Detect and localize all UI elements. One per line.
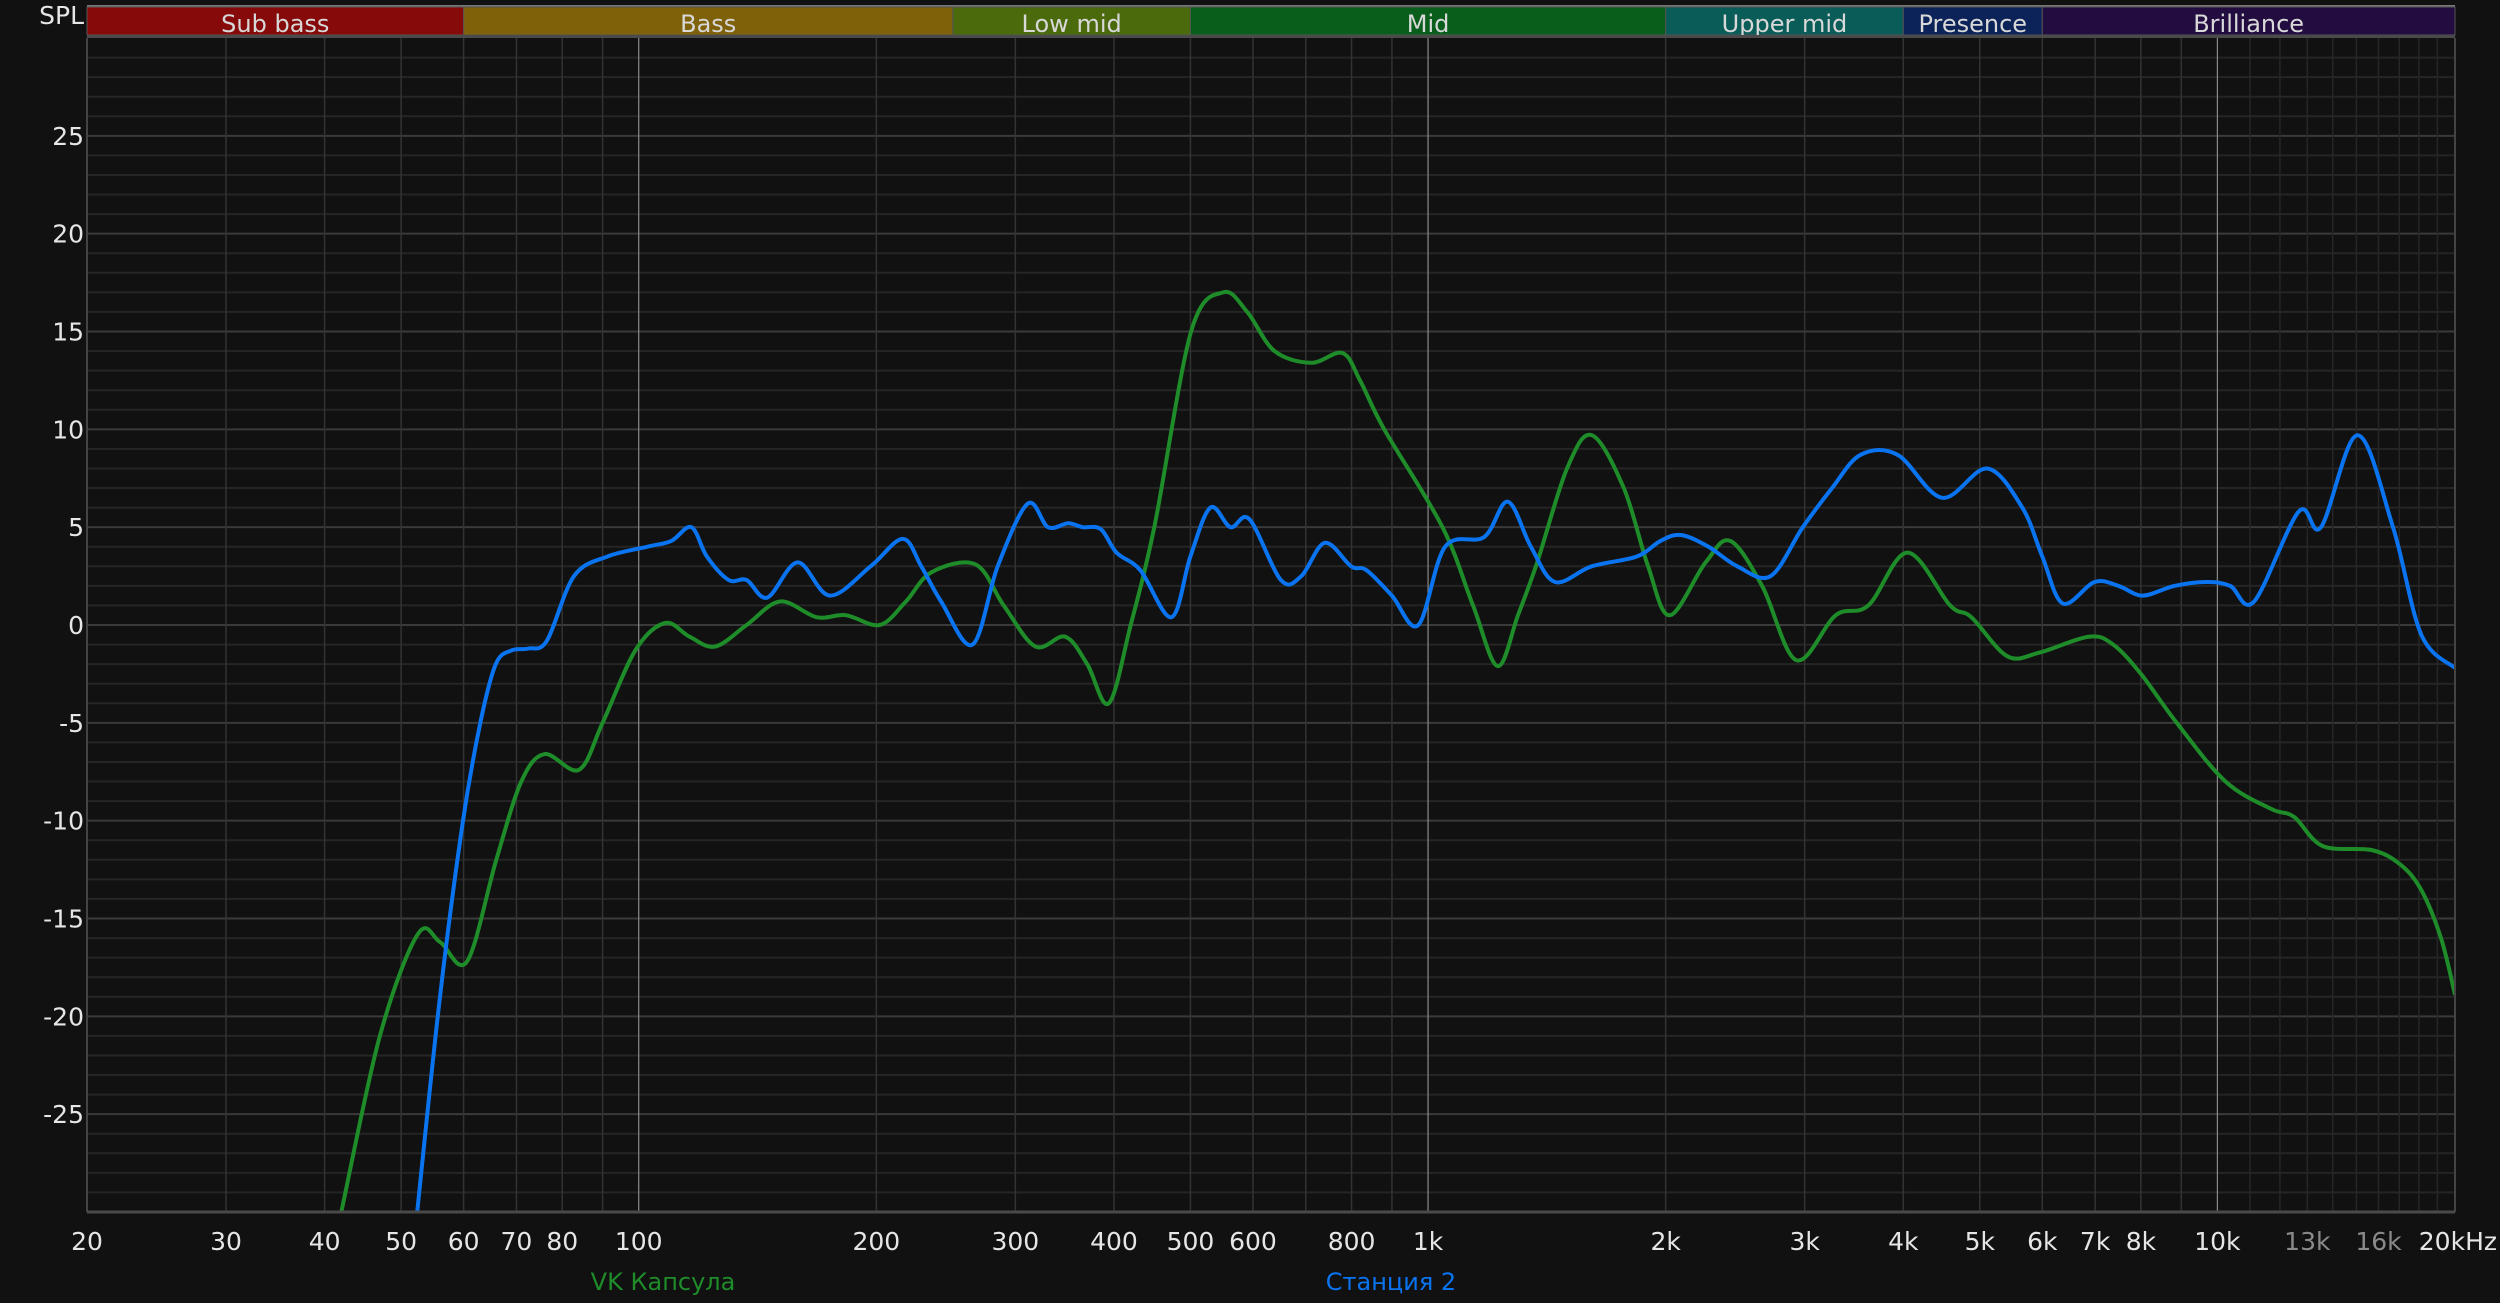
x-tick-label: 5k — [1965, 1227, 1996, 1256]
y-tick-label: 10 — [52, 415, 84, 444]
x-tick-label: 300 — [991, 1227, 1039, 1256]
y-tick-label: -5 — [59, 709, 84, 738]
legend-vk-kapsula[interactable]: VK Капсула — [591, 1268, 736, 1296]
x-tick-label: 500 — [1167, 1227, 1215, 1256]
y-tick-label: -15 — [43, 905, 84, 934]
x-tick-label: 16k — [2355, 1227, 2402, 1256]
y-tick-label: 25 — [52, 122, 84, 151]
x-tick-label: 800 — [1328, 1227, 1376, 1256]
band-label: Brilliance — [2193, 10, 2304, 38]
x-tick-label: 60 — [448, 1227, 480, 1256]
x-tick-label: 70 — [501, 1227, 533, 1256]
y-tick-label: 20 — [52, 220, 84, 249]
series-vk-kapsula-line — [339, 289, 2455, 1212]
legend: VK Капсула Станция 2 — [591, 1268, 1457, 1296]
band-bottom-border — [87, 35, 2455, 38]
x-tick-label: 13k — [2284, 1227, 2331, 1256]
grid — [87, 38, 2455, 1212]
x-tick-label: 1k — [1413, 1227, 1444, 1256]
x-tick-label: 4k — [1888, 1227, 1919, 1256]
band-label: Presence — [1918, 10, 2027, 38]
x-tick-label: 40 — [309, 1227, 341, 1256]
x-tick-label: 7k — [2080, 1227, 2111, 1256]
x-tick-label: 6k — [2027, 1227, 2058, 1256]
x-tick-label: 3k — [1789, 1227, 1820, 1256]
band-label: Low mid — [1022, 10, 1122, 38]
x-tick-label: 10k — [2194, 1227, 2241, 1256]
band-top-border — [87, 5, 2455, 7]
x-tick-label: 20 — [71, 1227, 103, 1256]
x-tick-label: 100 — [615, 1227, 663, 1256]
frequency-bands: Sub bass Bass Low mid Mid Upper mid Presence B… — [86, 5, 2456, 38]
y-tick-label: -20 — [43, 1002, 84, 1031]
x-tick-label: 30 — [210, 1227, 242, 1256]
series-stantsiya-2-line — [415, 433, 2455, 1212]
y-tick-label: 15 — [52, 318, 84, 347]
x-tick-label: 50 — [385, 1227, 417, 1256]
curves — [339, 289, 2455, 1212]
y-tick-label: 0 — [68, 611, 84, 640]
y-tick-label: -10 — [43, 807, 84, 836]
y-axis-label: SPL — [39, 1, 84, 30]
x-tick-label: 600 — [1229, 1227, 1277, 1256]
band-bass — [463, 6, 954, 36]
legend-stantsiya-2[interactable]: Станция 2 — [1326, 1268, 1456, 1296]
x-tick-label: 8k — [2126, 1227, 2157, 1256]
band-label: Upper mid — [1722, 10, 1848, 38]
band-label: Sub bass — [221, 10, 329, 38]
x-tick-label: 20kHz — [2419, 1227, 2497, 1256]
y-tick-label: -25 — [43, 1100, 84, 1129]
band-label: Mid — [1407, 10, 1450, 38]
x-tick-label: 400 — [1090, 1227, 1138, 1256]
y-tick-label: 5 — [68, 513, 84, 542]
x-tick-label: 80 — [546, 1227, 578, 1256]
x-tick-label: 2k — [1650, 1227, 1681, 1256]
x-tick-label: 200 — [852, 1227, 900, 1256]
band-label: Bass — [680, 10, 736, 38]
